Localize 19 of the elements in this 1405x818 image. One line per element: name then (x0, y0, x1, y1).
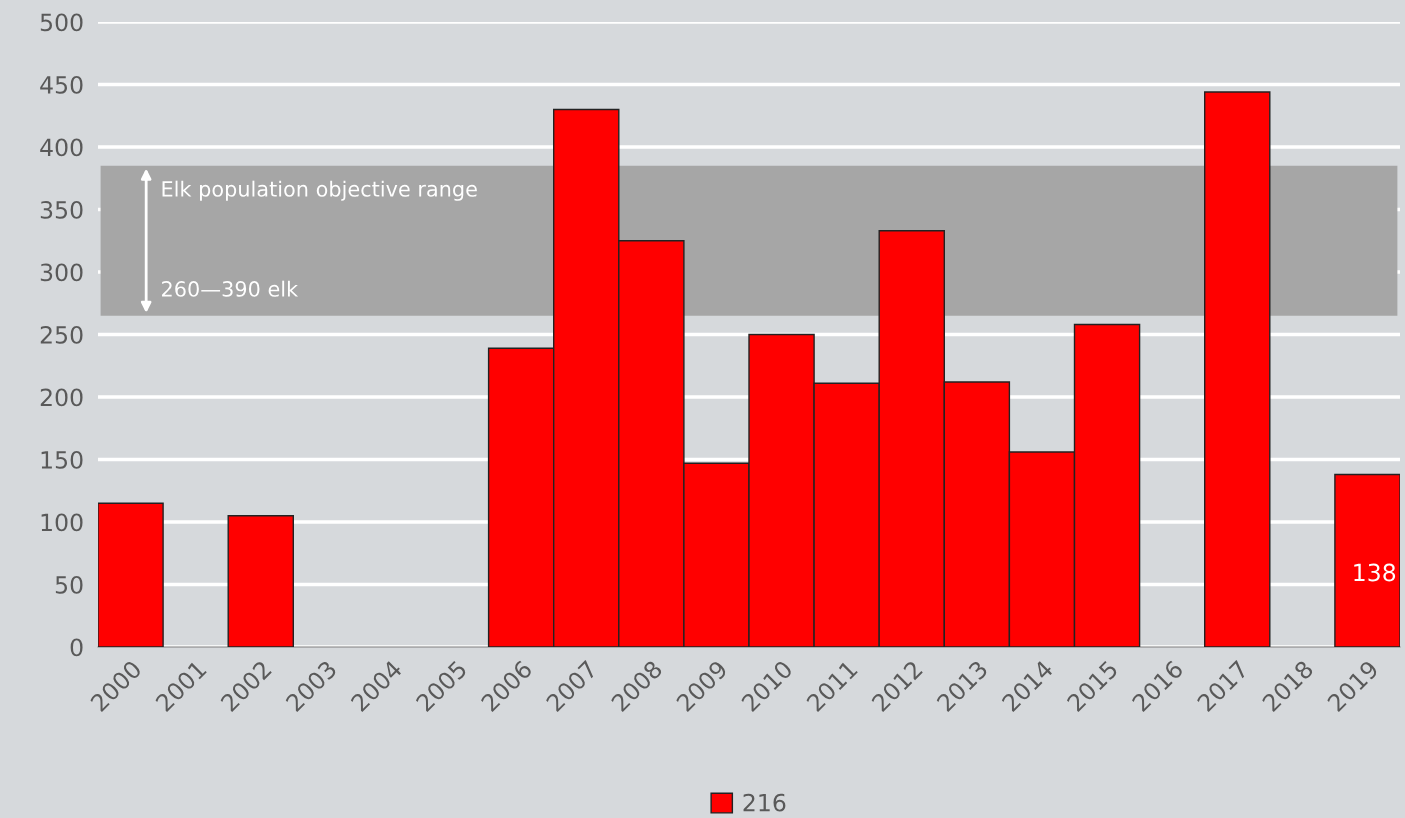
y-tick-label: 350 (40, 200, 83, 219)
bar (98, 502, 164, 647)
y-tick-label: 250 (40, 325, 83, 344)
bar (1334, 473, 1400, 647)
y-tick-label: 200 (40, 388, 83, 407)
y-tick-label: 400 (40, 138, 83, 157)
y-tick-label: 100 (41, 513, 83, 532)
data-label: 138 (1354, 563, 1396, 582)
bar (1204, 91, 1271, 647)
y-tick-label: 300 (40, 263, 83, 282)
y-tick-label: 0 (70, 638, 83, 657)
bar (227, 515, 294, 647)
legend-label: 216 (743, 793, 786, 812)
annotation: 260—390 elk (162, 280, 299, 297)
annotation: Elk population objective range (162, 180, 477, 201)
y-tick-label: 150 (41, 450, 83, 469)
y-tick-label: 50 (55, 575, 83, 594)
y-tick-label: 450 (40, 75, 83, 94)
y-tick-label: 500 (40, 13, 83, 32)
